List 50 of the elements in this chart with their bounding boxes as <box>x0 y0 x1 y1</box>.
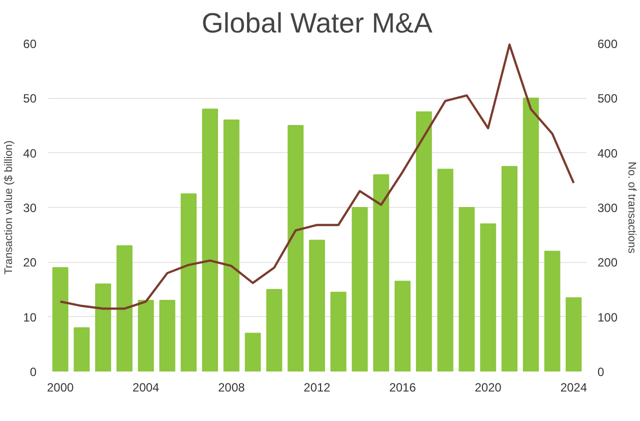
bar <box>74 327 90 372</box>
bar <box>202 108 218 372</box>
bar <box>266 289 282 372</box>
bar <box>458 207 475 372</box>
y-tick-label: 40 <box>23 146 37 160</box>
bar <box>180 193 197 372</box>
chart-title: Global Water M&A <box>202 8 433 38</box>
y2-tick-label: 500 <box>598 92 618 106</box>
x-tick-label: 2012 <box>304 380 331 394</box>
bar <box>159 300 176 372</box>
y2-tick-label: 300 <box>598 201 618 215</box>
bar <box>480 223 496 372</box>
y2-tick-label: 600 <box>598 37 618 51</box>
y-axis-title: Transaction value ($ billion) <box>3 140 16 275</box>
y-tick-label: 60 <box>23 37 37 51</box>
y2-tick-label: 400 <box>598 146 618 160</box>
bar <box>223 120 240 372</box>
bar <box>373 174 390 372</box>
bar <box>138 300 154 372</box>
bar <box>52 267 68 372</box>
y-tick-label: 10 <box>23 310 37 324</box>
bar <box>95 284 112 372</box>
bar <box>352 207 368 372</box>
bar <box>522 98 539 372</box>
x-tick-label: 2024 <box>560 380 588 394</box>
bar <box>116 245 132 372</box>
y2-axis-title: No. of transactions <box>626 162 638 254</box>
x-tick-label: 2004 <box>132 380 160 394</box>
x-tick-label: 2008 <box>218 380 246 394</box>
y-tick-label: 0 <box>30 365 37 379</box>
y2-tick-label: 100 <box>598 310 618 324</box>
x-tick-label: 2020 <box>474 380 502 394</box>
y2-tick-label: 200 <box>598 256 618 270</box>
bar <box>566 297 582 372</box>
y-tick-label: 50 <box>23 92 37 106</box>
x-tick-label: 2000 <box>46 380 74 394</box>
bar <box>330 292 346 372</box>
y2-tick-label: 0 <box>598 365 604 379</box>
line-series <box>59 44 575 310</box>
bar <box>309 240 325 372</box>
bar <box>544 250 560 372</box>
bar <box>437 168 454 372</box>
bar <box>416 111 432 372</box>
bar <box>394 280 411 372</box>
y-tick-label: 20 <box>23 256 37 270</box>
bar <box>502 166 518 372</box>
x-tick-label: 2016 <box>389 380 416 394</box>
bar <box>244 332 261 372</box>
y-tick-label: 30 <box>23 201 37 215</box>
bar <box>288 125 304 372</box>
